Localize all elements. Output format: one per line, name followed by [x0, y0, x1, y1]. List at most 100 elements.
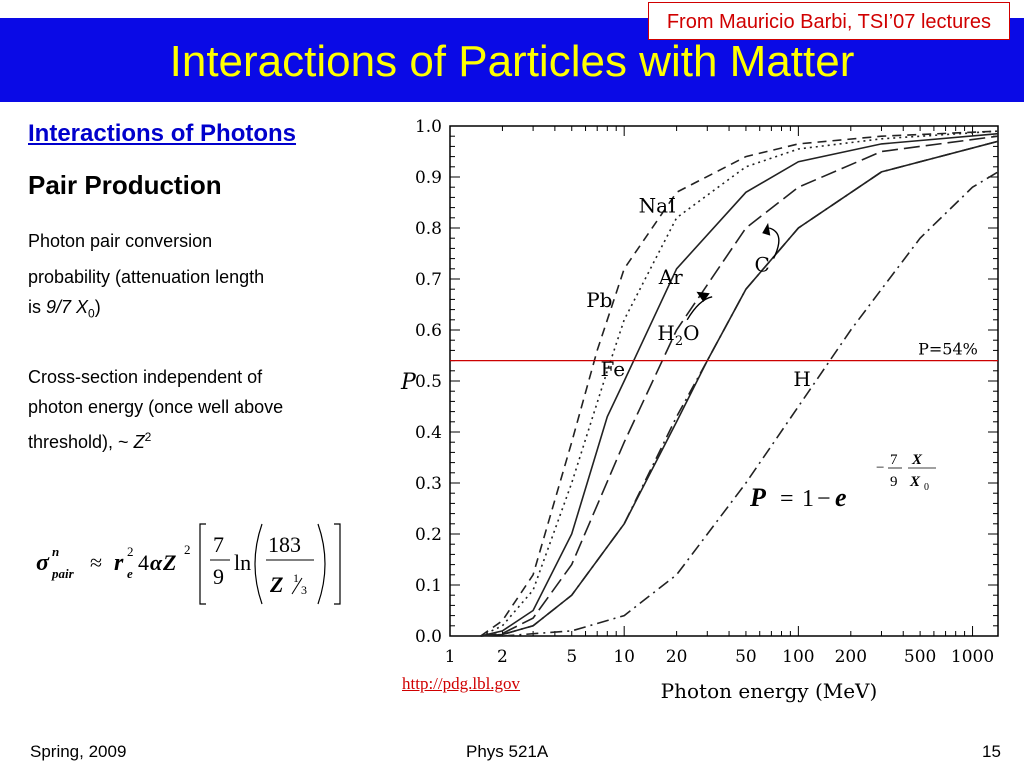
- exp-X: X: [911, 452, 923, 468]
- footer-page: 15: [982, 742, 1001, 761]
- reference-line-label: P=54%: [918, 340, 978, 359]
- series-label-fe: Fe: [600, 357, 625, 381]
- para2-pre: threshold), ~: [28, 432, 134, 452]
- frac-seven: 7: [213, 532, 224, 557]
- labels-group: P=54% Pb NaI Fe Ar H2O C H: [586, 194, 978, 391]
- y-tick-label: 0.2: [415, 525, 442, 545]
- sigma-sub: pair: [51, 566, 75, 581]
- series-label-pb: Pb: [586, 288, 612, 312]
- den-Z: Z: [269, 572, 283, 597]
- x-tick-label: 1000: [951, 647, 994, 667]
- para2-line2: photon energy (once well above: [28, 397, 284, 417]
- exp-X0: X: [909, 474, 921, 490]
- right-bracket: [334, 523, 341, 605]
- footer-date: Spring, 2009: [30, 742, 127, 761]
- series-line-ar: [480, 135, 999, 637]
- x-tick-label: 100: [782, 647, 814, 667]
- one: 1: [802, 486, 814, 512]
- equals: =: [780, 486, 794, 512]
- right-paren: [317, 523, 326, 605]
- r-sup: 2: [127, 544, 134, 559]
- para1-line1: Photon pair conversion: [28, 231, 213, 251]
- series-line-c: [480, 140, 999, 637]
- h2o-arrowhead: [696, 291, 710, 302]
- series-line-pb: [480, 130, 999, 637]
- section-heading: Pair Production: [28, 170, 222, 200]
- x-tick-label: 1: [445, 647, 456, 667]
- x-tick-label: 10: [613, 647, 635, 667]
- series-line-nai: [480, 130, 999, 637]
- four: 4: [138, 550, 149, 575]
- series-label-h2o: H2O: [657, 321, 699, 349]
- series-line-h: [502, 171, 999, 637]
- exp-slash: [291, 577, 303, 595]
- h2o-arrow: [686, 296, 713, 321]
- x-tick-label: 5: [566, 647, 577, 667]
- exp-minus: −: [876, 460, 884, 476]
- minus: −: [817, 486, 831, 512]
- cross-section-formula: σ n pair ≈ r 2 e 4 α Z 2 7 9 ln 183 Z 1 …: [36, 523, 341, 605]
- left-paren: [254, 523, 263, 605]
- y-axis-label: P: [400, 370, 417, 395]
- frac-nine: 9: [213, 564, 224, 589]
- exp-nine: 9: [890, 474, 898, 490]
- y-tick-label: 0.6: [415, 321, 442, 341]
- e-symbol: e: [835, 483, 847, 512]
- para1-post: ): [94, 297, 101, 317]
- exp-X0-sub: 0: [924, 482, 929, 493]
- ln-text: ln: [234, 550, 251, 575]
- probability-formula: P = 1 − e − 7 9 X X 0: [749, 452, 936, 512]
- exp-seven: 7: [890, 452, 898, 468]
- y-tick-label: 0.4: [415, 423, 442, 443]
- y-tick-label: 0.0: [415, 627, 442, 647]
- y-tick-label: 0.5: [415, 372, 442, 392]
- para2-z: Z: [133, 432, 145, 452]
- y-tick-label: 0.1: [415, 576, 442, 596]
- plot-frame: [449, 125, 999, 637]
- x-tick-label: 50: [735, 647, 757, 667]
- series-label-ar: Ar: [658, 265, 683, 289]
- x-tick-label: 2: [497, 647, 508, 667]
- series-group: [450, 130, 999, 637]
- axes-group: 0.00.10.20.30.40.50.60.70.80.91.01 2 5 10 20…: [400, 117, 999, 703]
- pdg-link[interactable]: http://pdg.lbl.gov: [402, 674, 521, 693]
- sigma-symbol: σ: [36, 550, 50, 576]
- x-tick-label: 500: [904, 647, 936, 667]
- para1-sub: 0: [88, 306, 95, 321]
- series-label-h: H: [793, 367, 810, 391]
- approx-symbol: ≈: [90, 550, 102, 575]
- para1-line2: probability (attenuation length: [28, 267, 265, 287]
- y-tick-label: 1.0: [415, 117, 442, 137]
- sigma-sup: n: [52, 544, 59, 559]
- Z-sup: 2: [184, 542, 191, 557]
- conversion-probability-chart: 0.00.10.20.30.40.50.60.70.80.91.01 2 5 10 20…: [400, 117, 999, 703]
- alpha-symbol: α: [150, 550, 163, 575]
- para2-line1: Cross-section independent of: [28, 367, 263, 387]
- para2-sup: 2: [144, 430, 152, 444]
- chart-area: 0.0 0.1 0.2 0.3 0.4 0.5 0.6 0.7 0.8 0.9 1.0 1 2 5 10 20…: [393, 104, 1013, 704]
- credit-box: From Mauricio Barbi, TSI’07 lectures: [647, 2, 1010, 40]
- x-axis-label: Photon energy (MeV): [661, 679, 878, 703]
- y-tick-label: 0.9: [415, 168, 442, 188]
- y-tick-label: 0.7: [415, 270, 442, 290]
- exp-one: 1: [293, 571, 299, 585]
- subheading: Interactions of Photons: [28, 120, 297, 147]
- y-tick-label: 0.3: [415, 474, 442, 494]
- r-symbol: r: [114, 550, 124, 576]
- x-tick-label: 20: [666, 647, 688, 667]
- P-symbol: P: [749, 483, 767, 512]
- left-bracket: [199, 523, 206, 605]
- r-sub: e: [127, 566, 133, 581]
- x-tick-label: 200: [835, 647, 867, 667]
- slide-title: Interactions of Particles with Matter: [169, 37, 855, 86]
- para1-pre: is: [28, 297, 46, 317]
- y-tick-label: 0.8: [415, 219, 442, 239]
- para1-line3: is 9/7 X0): [28, 292, 101, 329]
- para2-line3: threshold), ~ Z2: [28, 422, 151, 457]
- c-arrow: [768, 227, 780, 259]
- footer-course: Phys 521A: [466, 742, 549, 761]
- num-183: 183: [268, 532, 301, 557]
- series-line-fe: [480, 132, 999, 637]
- series-label-nai: NaI: [639, 194, 676, 218]
- c-arrowhead: [762, 222, 771, 236]
